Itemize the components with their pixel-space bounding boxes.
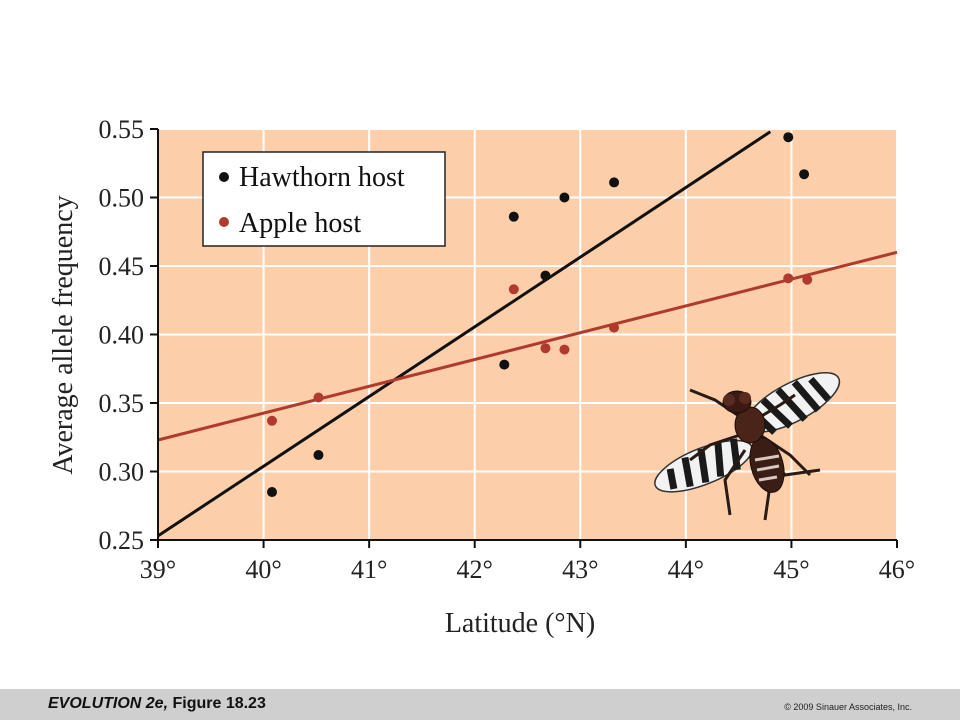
y-tick-label: 0.35: [99, 389, 145, 418]
point-hawthorn: [799, 169, 810, 180]
point-apple: [783, 273, 794, 284]
copyright-notice: © 2009 Sinauer Associates, Inc.: [784, 702, 912, 712]
x-tick-label: 43°: [562, 555, 598, 584]
legend-marker-apple: [219, 217, 229, 227]
legend: Hawthorn host Apple host: [202, 151, 446, 247]
y-tick-label: 0.55: [99, 115, 145, 144]
y-tick-label: 0.25: [99, 526, 145, 555]
point-apple: [540, 343, 551, 354]
point-hawthorn: [559, 192, 570, 203]
figure-caption: EVOLUTION 2e, Figure 18.23: [48, 695, 266, 713]
y-axis-title: Average allele frequency: [48, 195, 79, 474]
x-tick-label: 40°: [245, 555, 281, 584]
y-tick-label: 0.45: [99, 252, 145, 281]
y-tick-label: 0.40: [99, 321, 145, 350]
legend-box: [202, 151, 446, 247]
trendline-apple: [157, 250, 898, 442]
point-hawthorn: [609, 177, 620, 188]
point-apple: [559, 344, 570, 355]
caption-book-title: EVOLUTION 2e,: [48, 695, 169, 712]
x-tick-label: 44°: [668, 555, 704, 584]
point-hawthorn: [499, 359, 510, 370]
point-apple: [267, 415, 278, 426]
point-apple: [609, 322, 620, 333]
point-hawthorn: [540, 270, 551, 281]
legend-marker-hawthorn: [219, 172, 229, 182]
point-hawthorn: [783, 132, 794, 143]
point-apple: [508, 284, 519, 295]
point-hawthorn: [508, 211, 519, 222]
footer-bar: [0, 689, 960, 720]
x-tick-label: 42°: [457, 555, 493, 584]
x-tick-label: 41°: [351, 555, 387, 584]
trendlines: [157, 130, 898, 538]
y-tick-label: 0.50: [99, 184, 145, 213]
grid: [158, 128, 898, 540]
x-tick-label: 45°: [773, 555, 809, 584]
point-apple: [313, 392, 324, 403]
fly-icon: [654, 372, 841, 521]
ticks: 39° 40° 41° 42° 43° 44° 45° 46° 0.25 0.30 0.35 0.40…: [99, 115, 916, 584]
legend-label-apple: Apple host: [239, 208, 361, 239]
trendline-hawthorn: [157, 130, 772, 538]
x-tick-label: 46°: [879, 555, 915, 584]
data-points: [267, 132, 813, 498]
legend-label-hawthorn: Hawthorn host: [239, 162, 405, 193]
y-tick-label: 0.30: [99, 458, 145, 487]
x-tick-label: 39°: [140, 555, 176, 584]
caption-figure-number: Figure 18.23: [168, 695, 266, 712]
x-axis-title: Latitude (°N): [445, 608, 595, 639]
point-apple: [802, 274, 813, 285]
point-hawthorn: [313, 450, 324, 461]
point-hawthorn: [267, 487, 278, 498]
